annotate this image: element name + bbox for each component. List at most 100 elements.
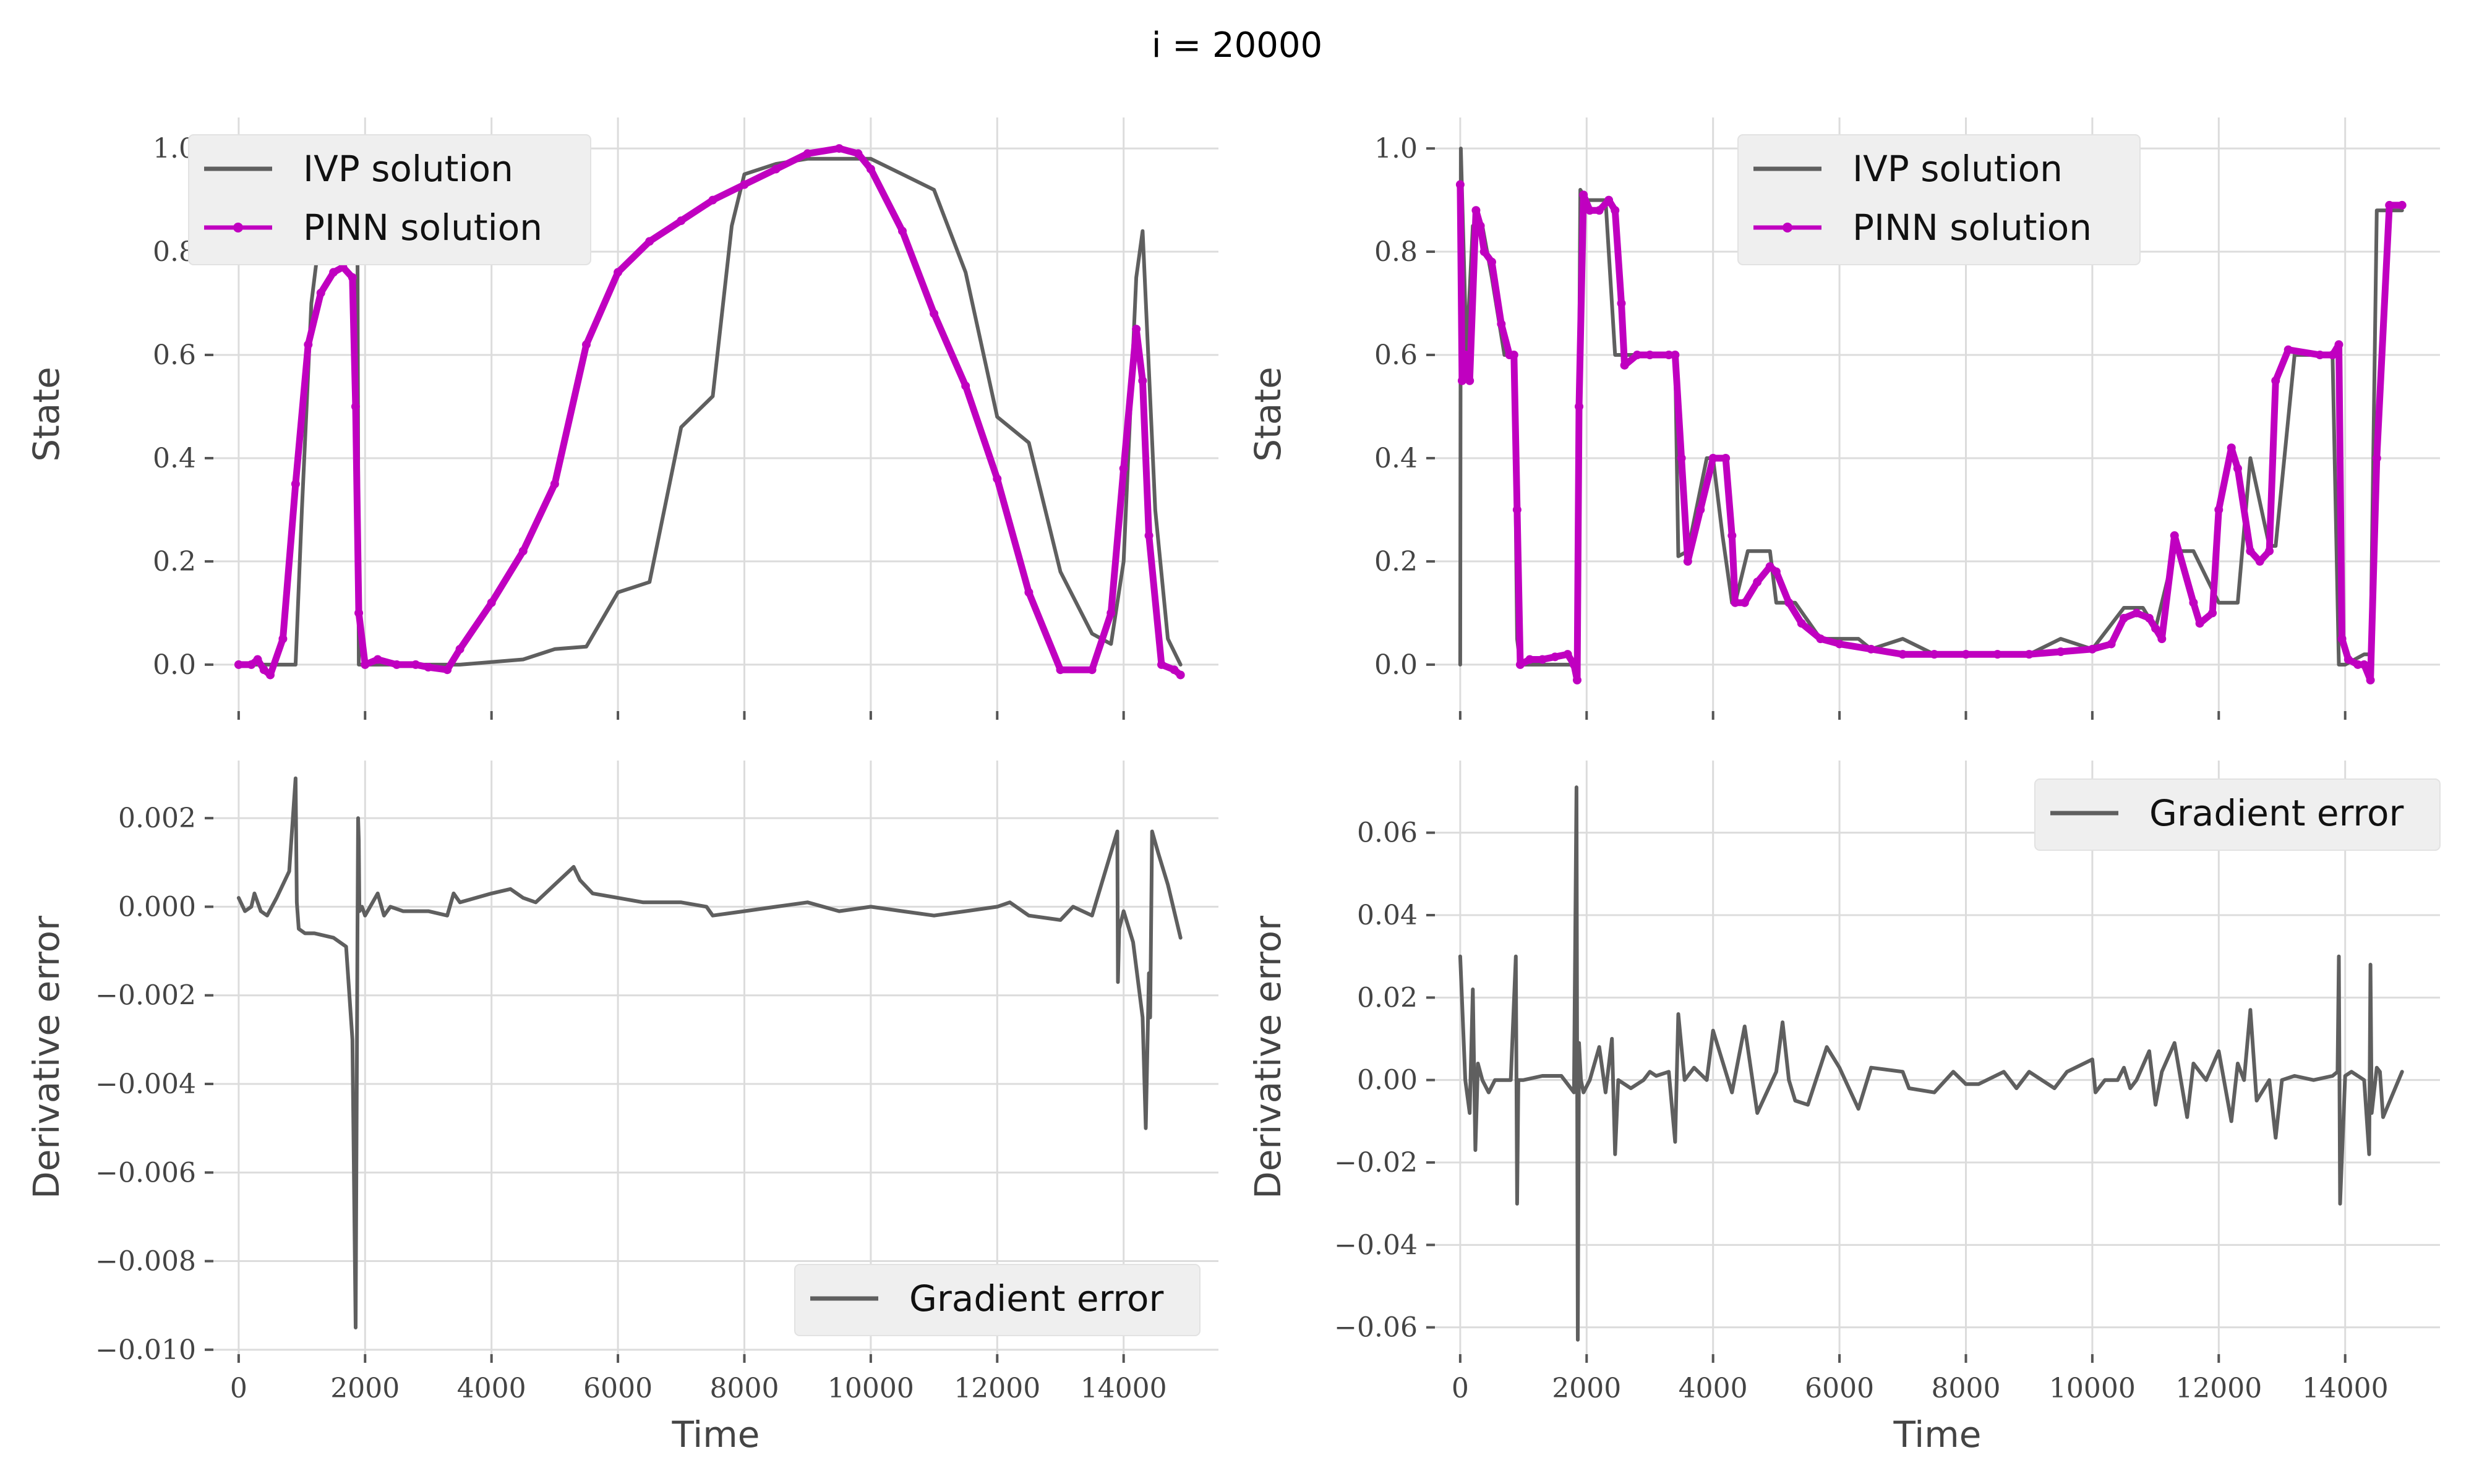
pinn-data-point [2372, 453, 2381, 463]
legend-marker [1783, 223, 1792, 232]
pinn-data-point [1664, 351, 1674, 359]
pinn-data-point [2144, 613, 2154, 623]
pinn-data-point [614, 268, 623, 277]
x-tick-label: 2000 [330, 1373, 400, 1404]
pinn-data-point [1087, 665, 1097, 675]
x-tick-label: 12000 [954, 1373, 1040, 1404]
pinn-data-point [1538, 655, 1547, 664]
y-tick-label: −0.002 [95, 980, 196, 1012]
pinn-data-point [1024, 588, 1034, 597]
pinn-data-point [304, 340, 313, 349]
pinn-data-point [1835, 639, 1844, 649]
y-tick-label: 0.0 [153, 649, 196, 681]
y-tick-label: −0.06 [1334, 1312, 1418, 1344]
pinn-data-point [834, 144, 844, 153]
pinn-data-point [2397, 200, 2407, 210]
pinn-data-point [1731, 598, 1740, 607]
pinn-data-point [1138, 376, 1147, 385]
y-axis-label: State [1247, 367, 1289, 462]
pinn-data-point [351, 402, 360, 411]
pinn-data-point [424, 663, 433, 672]
pinn-data-point [265, 670, 275, 680]
pinn-data-point [1611, 206, 1620, 215]
pinn-data-point [677, 216, 686, 225]
legend-label: IVP solution [303, 148, 513, 190]
pinn-data-point [1898, 650, 1907, 659]
pinn-data-point [1604, 195, 1614, 205]
legend-box [2034, 778, 2441, 851]
pinn-data-point [1176, 670, 1185, 680]
pinn-data-point [2265, 547, 2274, 556]
y-tick-label: 0.002 [118, 803, 196, 834]
pinn-data-point [1144, 531, 1154, 540]
pinn-data-point [1512, 505, 1522, 514]
pinn-data-point [803, 149, 812, 158]
pinn-data-point [1563, 650, 1572, 659]
pinn-data-point [2255, 556, 2264, 566]
x-tick-label: 4000 [1679, 1373, 1748, 1404]
pinn-data-point [740, 180, 749, 189]
y-axis-label: State [25, 367, 67, 462]
pinn-data-point [392, 660, 401, 669]
pinn-data-point [1119, 464, 1128, 473]
legend-label: Gradient error [2149, 792, 2403, 834]
pinn-data-point [1740, 598, 1749, 607]
pinn-data-point [1594, 206, 1604, 215]
y-tick-label: 1.0 [1374, 133, 1418, 164]
pinn-data-point [2132, 608, 2141, 618]
pinn-data-point [2208, 608, 2217, 618]
x-axis-label: Time [1893, 1414, 1982, 1456]
subplot-bottom-right: 0 2000 4000 6000 8000 10000 12000 14000 −0.06 −0.… [1247, 761, 2441, 1456]
pinn-data-point [1671, 351, 1680, 359]
legend-box [188, 134, 591, 265]
pinn-data-point [1765, 562, 1774, 571]
pinn-data-point [2246, 547, 2255, 556]
pinn-data-point [2107, 639, 2116, 649]
pinn-data-point [1617, 299, 1626, 308]
y-tick-label: −0.006 [95, 1157, 196, 1188]
x-tick-label: 14000 [1081, 1373, 1167, 1404]
pinn-data-point [1727, 531, 1737, 540]
subplot-bottom-left: 0 2000 4000 6000 8000 10000 12000 14000 −0.010 −0… [25, 761, 1218, 1456]
pinn-data-point [1797, 619, 1806, 628]
legend-label: IVP solution [1852, 148, 2063, 190]
pinn-data-point [1487, 257, 1496, 267]
pinn-data-point [1771, 567, 1781, 576]
x-tick-label: 2000 [1552, 1373, 1621, 1404]
pinn-data-point [1056, 665, 1065, 675]
legend: IVP solution PINN solution [188, 134, 591, 265]
y-tick-label: 0.04 [1357, 900, 1418, 931]
pinn-data-point [354, 608, 364, 618]
figure-title: i = 20000 [1152, 25, 1322, 66]
pinn-data-point [1525, 655, 1534, 664]
legend: Gradient error [2034, 778, 2441, 851]
pinn-data-point [2119, 613, 2128, 623]
pinn-data-point [2343, 655, 2353, 664]
pinn-data-point [708, 195, 717, 205]
pinn-data-point [1575, 402, 1584, 411]
pinn-data-point [2227, 443, 2236, 453]
pinn-data-point [1551, 652, 1560, 662]
pinn-data-point [1579, 190, 1588, 200]
pinn-data-point [2360, 660, 2369, 669]
pinn-data-point [1515, 660, 1525, 669]
y-tick-label: 0.00 [1357, 1065, 1418, 1096]
y-tick-label: 0.4 [1374, 443, 1418, 474]
pinn-data-point [2189, 598, 2198, 607]
pinn-data-point [2334, 340, 2343, 349]
pinn-data-point [2024, 650, 2034, 659]
pinn-data-point [1721, 453, 1731, 463]
y-axis-label: Derivative error [25, 916, 67, 1199]
y-tick-label: 0.2 [1374, 546, 1418, 578]
pinn-data-point [411, 660, 421, 669]
pinn-data-point [1683, 556, 1692, 566]
y-tick-label: −0.008 [95, 1246, 196, 1277]
legend-label: PINN solution [303, 207, 542, 249]
pinn-data-point [1961, 650, 1971, 659]
pinn-data-point [2170, 531, 2179, 540]
pinn-data-point [234, 660, 243, 669]
legend-label: PINN solution [1852, 207, 2092, 249]
pinn-data-point [1132, 325, 1141, 334]
pinn-data-point [1457, 376, 1466, 385]
pinn-data-point [316, 288, 325, 297]
